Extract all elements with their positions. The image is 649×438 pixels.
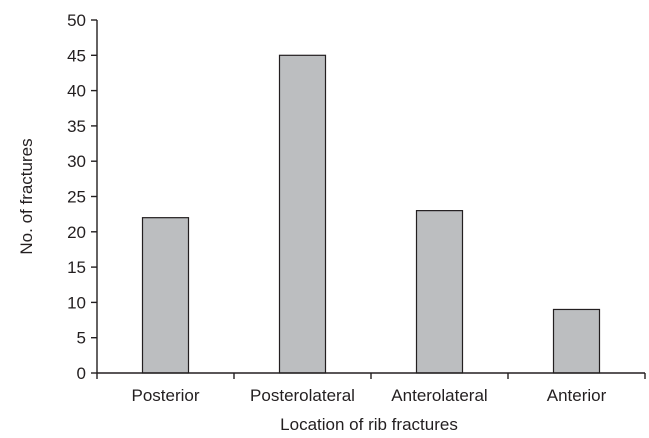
x-tick-label: Anterolateral (391, 386, 487, 405)
y-tick-label: 35 (67, 117, 86, 136)
y-tick-label: 15 (67, 258, 86, 277)
y-tick-label: 50 (67, 11, 86, 30)
y-tick-label: 20 (67, 223, 86, 242)
y-tick-label: 5 (77, 329, 86, 348)
x-tick-label: Anterior (547, 386, 607, 405)
x-axis: Posterior Posterolateral Anterolateral Ante… (96, 372, 646, 405)
x-axis-title: Location of rib fractures (280, 415, 458, 434)
bar-anterolateral (415, 210, 464, 374)
y-tick-label: 40 (67, 82, 86, 101)
y-tick-label: 30 (67, 152, 86, 171)
y-tick-label: 25 (67, 188, 86, 207)
bar-posterolateral (278, 54, 327, 374)
y-axis-title: No. of fractures (17, 138, 36, 254)
bar-anterior (552, 308, 601, 374)
y-tick-label: 10 (67, 293, 86, 312)
y-axis: 0 5 10 15 20 25 30 35 40 45 50 (67, 11, 98, 383)
bar-posterior (141, 217, 190, 374)
bars-group (141, 54, 601, 374)
x-tick-label: Posterior (131, 386, 199, 405)
y-tick-label: 0 (77, 364, 86, 383)
x-tick-label: Posterolateral (250, 386, 355, 405)
y-tick-label: 45 (67, 46, 86, 65)
